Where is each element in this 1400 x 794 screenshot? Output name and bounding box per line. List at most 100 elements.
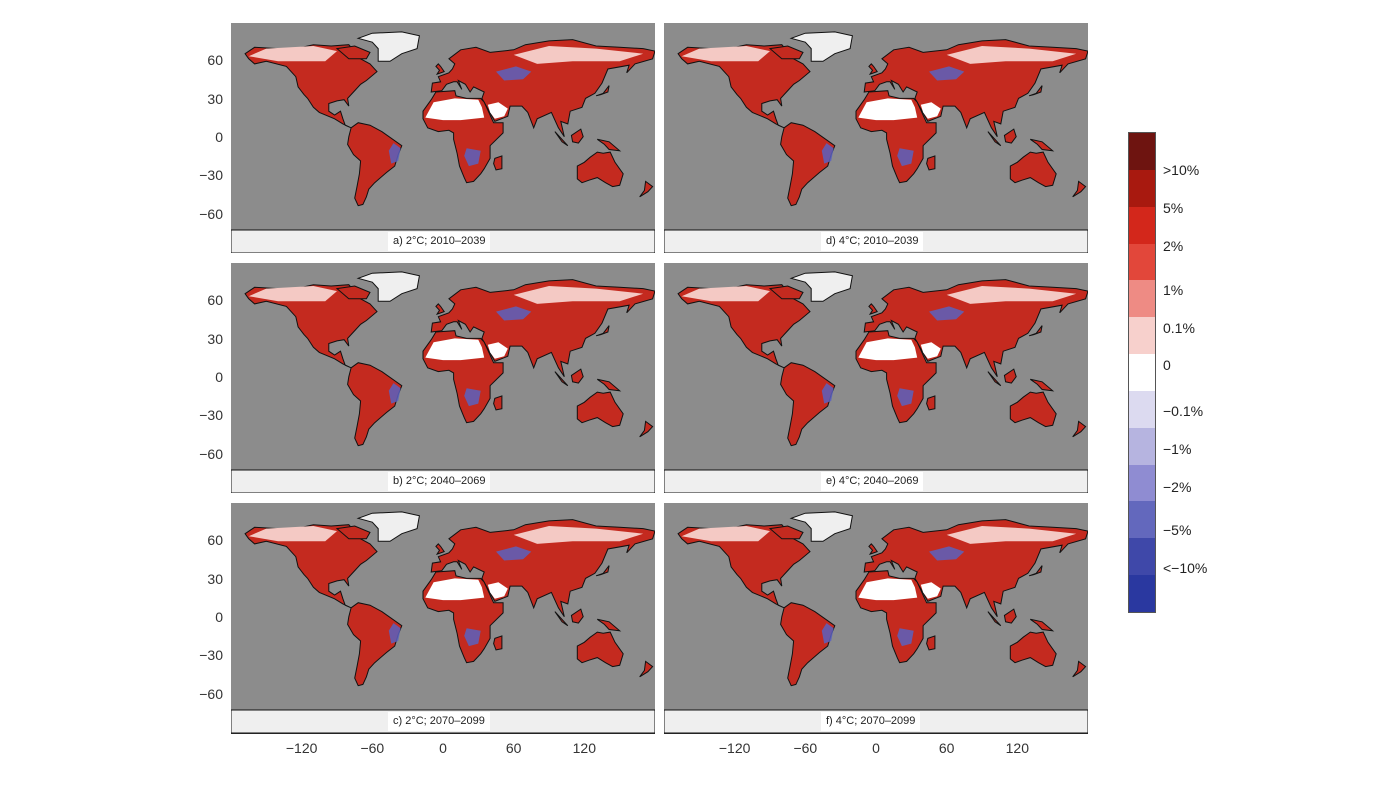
new-guinea-landmass — [597, 378, 622, 392]
sahara-dry-region — [425, 338, 485, 361]
north-america-landmass — [677, 284, 811, 369]
y-tick-label: 60 — [207, 532, 223, 549]
colorbar-segment — [1129, 464, 1155, 502]
new-zealand-landmass — [639, 660, 654, 678]
greenland-landmass — [356, 511, 420, 542]
borneo-landmass — [1003, 128, 1017, 144]
uk-landmass — [868, 63, 878, 76]
australia-landmass — [576, 391, 624, 428]
y-tick-label: 30 — [207, 330, 223, 347]
central-asia-decrease — [496, 306, 532, 321]
colorbar-label: 0.1% — [1163, 320, 1195, 336]
colorbar-segment — [1129, 169, 1155, 208]
y-tick-label: 60 — [207, 52, 223, 69]
map-svg-e — [664, 271, 1088, 493]
new-zealand-landmass — [1072, 180, 1087, 198]
y-tick-label: −30 — [199, 407, 223, 424]
x-tick-label: −60 — [793, 740, 818, 756]
new-guinea-landmass — [1030, 378, 1055, 392]
east-brazil-decrease — [388, 383, 401, 404]
colorbar-label: −5% — [1163, 522, 1192, 538]
baffin-landmass — [335, 525, 371, 540]
y-tick-label: −60 — [199, 205, 223, 222]
map-svg-d — [664, 31, 1088, 253]
siberia-region — [513, 46, 644, 64]
colorbar-label: −0.1% — [1163, 403, 1204, 419]
arctic-north-america-region — [248, 286, 337, 302]
colorbar-segment — [1129, 427, 1155, 466]
greenland-landmass — [356, 271, 420, 302]
colorbar-label: 5% — [1163, 200, 1184, 216]
japan-landmass — [1028, 565, 1043, 577]
east-brazil-decrease — [821, 623, 834, 644]
x-tick-label: 0 — [872, 740, 880, 756]
panel-label-a: a) 2°C; 2010–2039 — [388, 232, 491, 251]
new-guinea-landmass — [1030, 138, 1055, 152]
colorbar-label: >10% — [1163, 162, 1200, 178]
southern-africa-decrease — [897, 628, 914, 647]
australia-landmass — [1009, 631, 1057, 668]
australia-landmass — [576, 631, 624, 668]
panel-label-c: c) 2°C; 2070–2099 — [388, 712, 490, 731]
panel-label-e: e) 4°C; 2040–2069 — [821, 472, 924, 491]
australia-landmass — [1009, 151, 1057, 188]
baffin-landmass — [768, 285, 804, 300]
japan-landmass — [595, 565, 610, 577]
siberia-region — [513, 286, 644, 304]
siberia-region — [946, 286, 1077, 304]
map-panel-a: a) 2°C; 2010–2039 — [231, 23, 655, 253]
arabia-dry-region — [487, 582, 508, 599]
east-brazil-decrease — [821, 143, 834, 164]
japan-landmass — [1028, 85, 1043, 97]
uk-landmass — [435, 63, 445, 76]
southern-africa-decrease — [464, 148, 481, 167]
borneo-landmass — [1003, 368, 1017, 384]
colorbar-segment — [1129, 354, 1155, 392]
baffin-landmass — [768, 525, 804, 540]
north-america-landmass — [677, 524, 811, 609]
sahara-dry-region — [858, 338, 918, 361]
x-tick-label: −120 — [285, 740, 318, 756]
arabia-dry-region — [487, 342, 508, 359]
x-axis-line — [231, 733, 655, 734]
colorbar-segment — [1129, 206, 1155, 245]
new-zealand-landmass — [639, 420, 654, 438]
baffin-landmass — [335, 45, 371, 60]
new-zealand-landmass — [1072, 420, 1087, 438]
madagascar-landmass — [926, 635, 936, 651]
south-america-landmass — [780, 362, 836, 447]
y-tick-label: 0 — [215, 129, 223, 145]
sahara-dry-region — [858, 578, 918, 601]
y-tick-label: −30 — [199, 647, 223, 664]
australia-landmass — [1009, 391, 1057, 428]
borneo-landmass — [1003, 608, 1017, 624]
siberia-region — [946, 526, 1077, 544]
colorbar-segment — [1129, 317, 1155, 355]
sahara-dry-region — [425, 98, 485, 121]
colorbar-segment — [1129, 280, 1155, 318]
sahara-dry-region — [858, 98, 918, 121]
x-tick-label: 60 — [505, 740, 522, 756]
sumatra-landmass — [987, 371, 1002, 387]
y-tick-label: 0 — [215, 609, 223, 625]
central-asia-decrease — [929, 546, 965, 561]
greenland-landmass — [789, 511, 853, 542]
x-axis-line — [664, 733, 1088, 734]
sahara-dry-region — [425, 578, 485, 601]
colorbar-segment — [1129, 538, 1155, 576]
map-svg-c — [231, 511, 655, 733]
new-guinea-landmass — [597, 138, 622, 152]
south-america-landmass — [347, 602, 403, 687]
central-asia-decrease — [929, 306, 965, 321]
south-america-landmass — [780, 602, 836, 687]
south-america-landmass — [780, 122, 836, 207]
y-tick-label: −60 — [199, 685, 223, 702]
eurasia-landmass — [430, 39, 655, 137]
greenland-landmass — [356, 31, 420, 62]
sumatra-landmass — [987, 611, 1002, 627]
y-tick-label: −60 — [199, 445, 223, 462]
greenland-landmass — [789, 31, 853, 62]
north-america-landmass — [244, 524, 378, 609]
x-tick-label: 60 — [938, 740, 955, 756]
eurasia-landmass — [430, 519, 655, 617]
